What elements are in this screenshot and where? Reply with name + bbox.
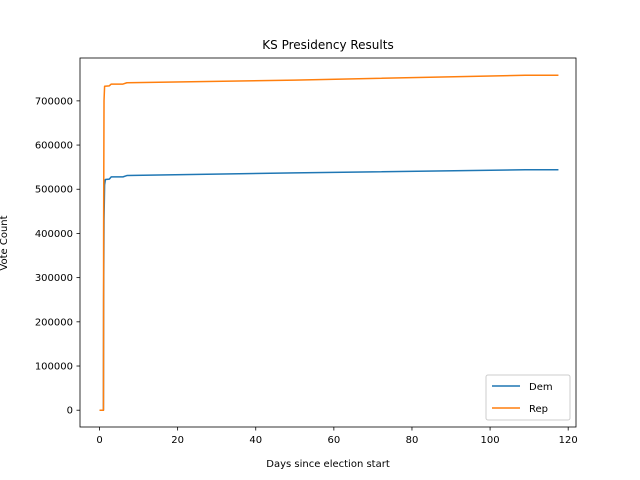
y-tick-label: 0 — [67, 406, 73, 417]
y-axis-label: Vote Count — [0, 215, 10, 270]
x-tick-label: 120 — [559, 435, 578, 446]
y-tick-label: 700000 — [35, 96, 73, 107]
x-tick-label: 100 — [481, 435, 500, 446]
x-axis-ticks: 0 20 40 60 80 100 120 — [96, 427, 578, 446]
series-lines — [99, 74, 559, 411]
x-tick-label: 80 — [406, 435, 419, 446]
x-tick-label: 0 — [96, 435, 102, 446]
y-tick-label: 400000 — [35, 229, 73, 240]
x-axis-label: Days since election start — [266, 459, 390, 470]
x-tick-label: 40 — [249, 435, 262, 446]
x-tick-label: 60 — [327, 435, 340, 446]
y-tick-label: 600000 — [35, 141, 73, 152]
series-line-rep — [99, 74, 559, 411]
y-tick-label: 500000 — [35, 185, 73, 196]
y-axis-ticks: 0 100000 200000 300000 400000 500000 600000 700… — [35, 96, 80, 417]
chart-title: KS Presidency Results — [262, 38, 393, 52]
legend-label-dem: Dem — [529, 382, 553, 393]
plot-area — [80, 58, 576, 427]
y-tick-label: 300000 — [35, 273, 73, 284]
x-tick-label: 20 — [171, 435, 184, 446]
legend-box — [485, 374, 571, 421]
legend: Dem Rep — [485, 374, 571, 421]
y-tick-label: 100000 — [35, 362, 73, 373]
legend-label-rep: Rep — [529, 404, 548, 415]
plot-frame — [79, 57, 577, 428]
y-tick-label: 200000 — [35, 317, 73, 328]
